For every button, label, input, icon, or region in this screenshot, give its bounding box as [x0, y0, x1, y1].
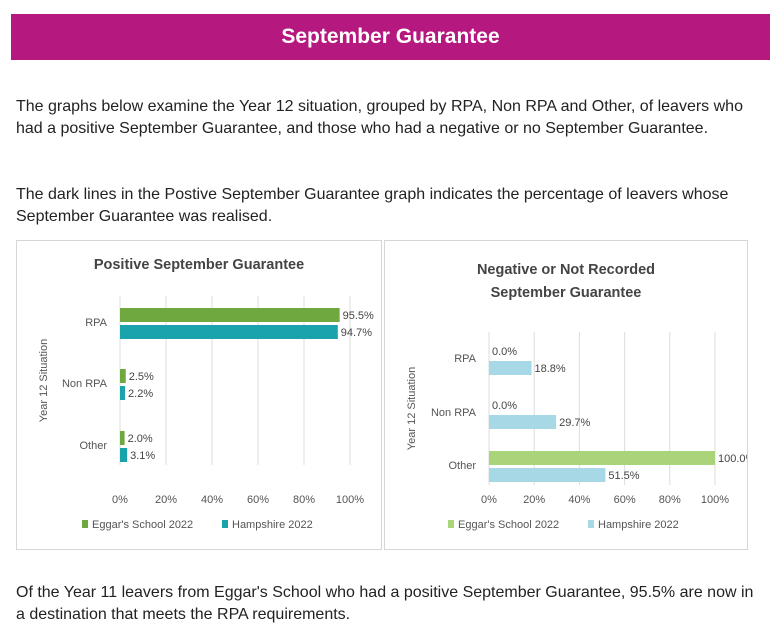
data-label: 100.0% [718, 453, 747, 465]
negative-chart-panel: Negative or Not Recorded September Guaran… [384, 240, 756, 550]
bar [120, 325, 338, 339]
data-label: 0.0% [492, 346, 517, 358]
x-tick-label: 100% [336, 494, 364, 506]
x-tick-label: 20% [523, 494, 545, 506]
category-label: Other [448, 460, 476, 472]
legend-swatch [82, 520, 88, 528]
data-label: 95.5% [343, 310, 374, 322]
x-tick-label: 40% [568, 494, 590, 506]
bar [489, 468, 606, 482]
x-tick-label: 60% [247, 494, 269, 506]
category-label: Non RPA [62, 378, 108, 390]
data-label: 2.0% [128, 433, 153, 445]
legend-swatch [222, 520, 228, 528]
intro-paragraph-2: The dark lines in the Postive September … [16, 186, 729, 225]
data-label: 51.5% [608, 470, 639, 482]
x-tick-label: 40% [201, 494, 223, 506]
category-label: RPA [85, 317, 107, 329]
x-tick-label: 80% [293, 494, 315, 506]
page-title: September Guarantee [281, 25, 500, 48]
bar [120, 308, 340, 322]
footer-paragraph: Of the Year 11 leavers from Eggar's Scho… [16, 584, 754, 623]
legend-label: Hampshire 2022 [232, 519, 313, 531]
data-label: 94.7% [341, 327, 372, 339]
data-label: 18.8% [534, 363, 565, 375]
data-label: 2.2% [128, 388, 153, 400]
x-tick-label: 80% [659, 494, 681, 506]
positive-chart-panel: Positive September Guarantee 0% 20% 40% 60% 8… [16, 240, 382, 550]
data-label: 3.1% [130, 450, 155, 462]
data-label: 29.7% [559, 417, 590, 429]
bar [489, 361, 532, 375]
x-tick-label: 0% [112, 494, 128, 506]
x-tick-label: 20% [155, 494, 177, 506]
bar [120, 386, 126, 400]
x-tick-label: 0% [481, 494, 497, 506]
legend-swatch [448, 520, 454, 528]
intro-paragraph-1: The graphs below examine the Year 12 sit… [16, 98, 743, 137]
data-label: 2.5% [129, 371, 154, 383]
category-label: RPA [454, 353, 476, 365]
legend-swatch [588, 520, 594, 528]
bar [120, 448, 128, 462]
y-axis-label: Year 12 Situation [406, 367, 418, 450]
bar [120, 431, 125, 445]
bar [120, 369, 126, 383]
chart-title: Negative or Not Recorded [477, 262, 655, 278]
legend-label: Hampshire 2022 [598, 519, 679, 531]
category-label: Non RPA [431, 407, 477, 419]
positive-guarantee-chart: Positive September Guarantee 0% 20% 40% 60% 8… [38, 257, 374, 531]
legend-label: Eggar's School 2022 [458, 519, 559, 531]
page-banner: September Guarantee [11, 14, 770, 60]
y-axis-label: Year 12 Situation [38, 339, 50, 422]
bar [489, 451, 715, 465]
x-tick-label: 60% [614, 494, 636, 506]
negative-guarantee-chart: Negative or Not Recorded September Guaran… [406, 262, 756, 531]
legend-label: Eggar's School 2022 [92, 519, 193, 531]
category-label: Other [79, 440, 107, 452]
x-tick-label: 100% [701, 494, 729, 506]
bar [489, 415, 557, 429]
data-label: 0.0% [492, 400, 517, 412]
chart-title: September Guarantee [491, 285, 642, 301]
chart-title: Positive September Guarantee [94, 257, 304, 273]
